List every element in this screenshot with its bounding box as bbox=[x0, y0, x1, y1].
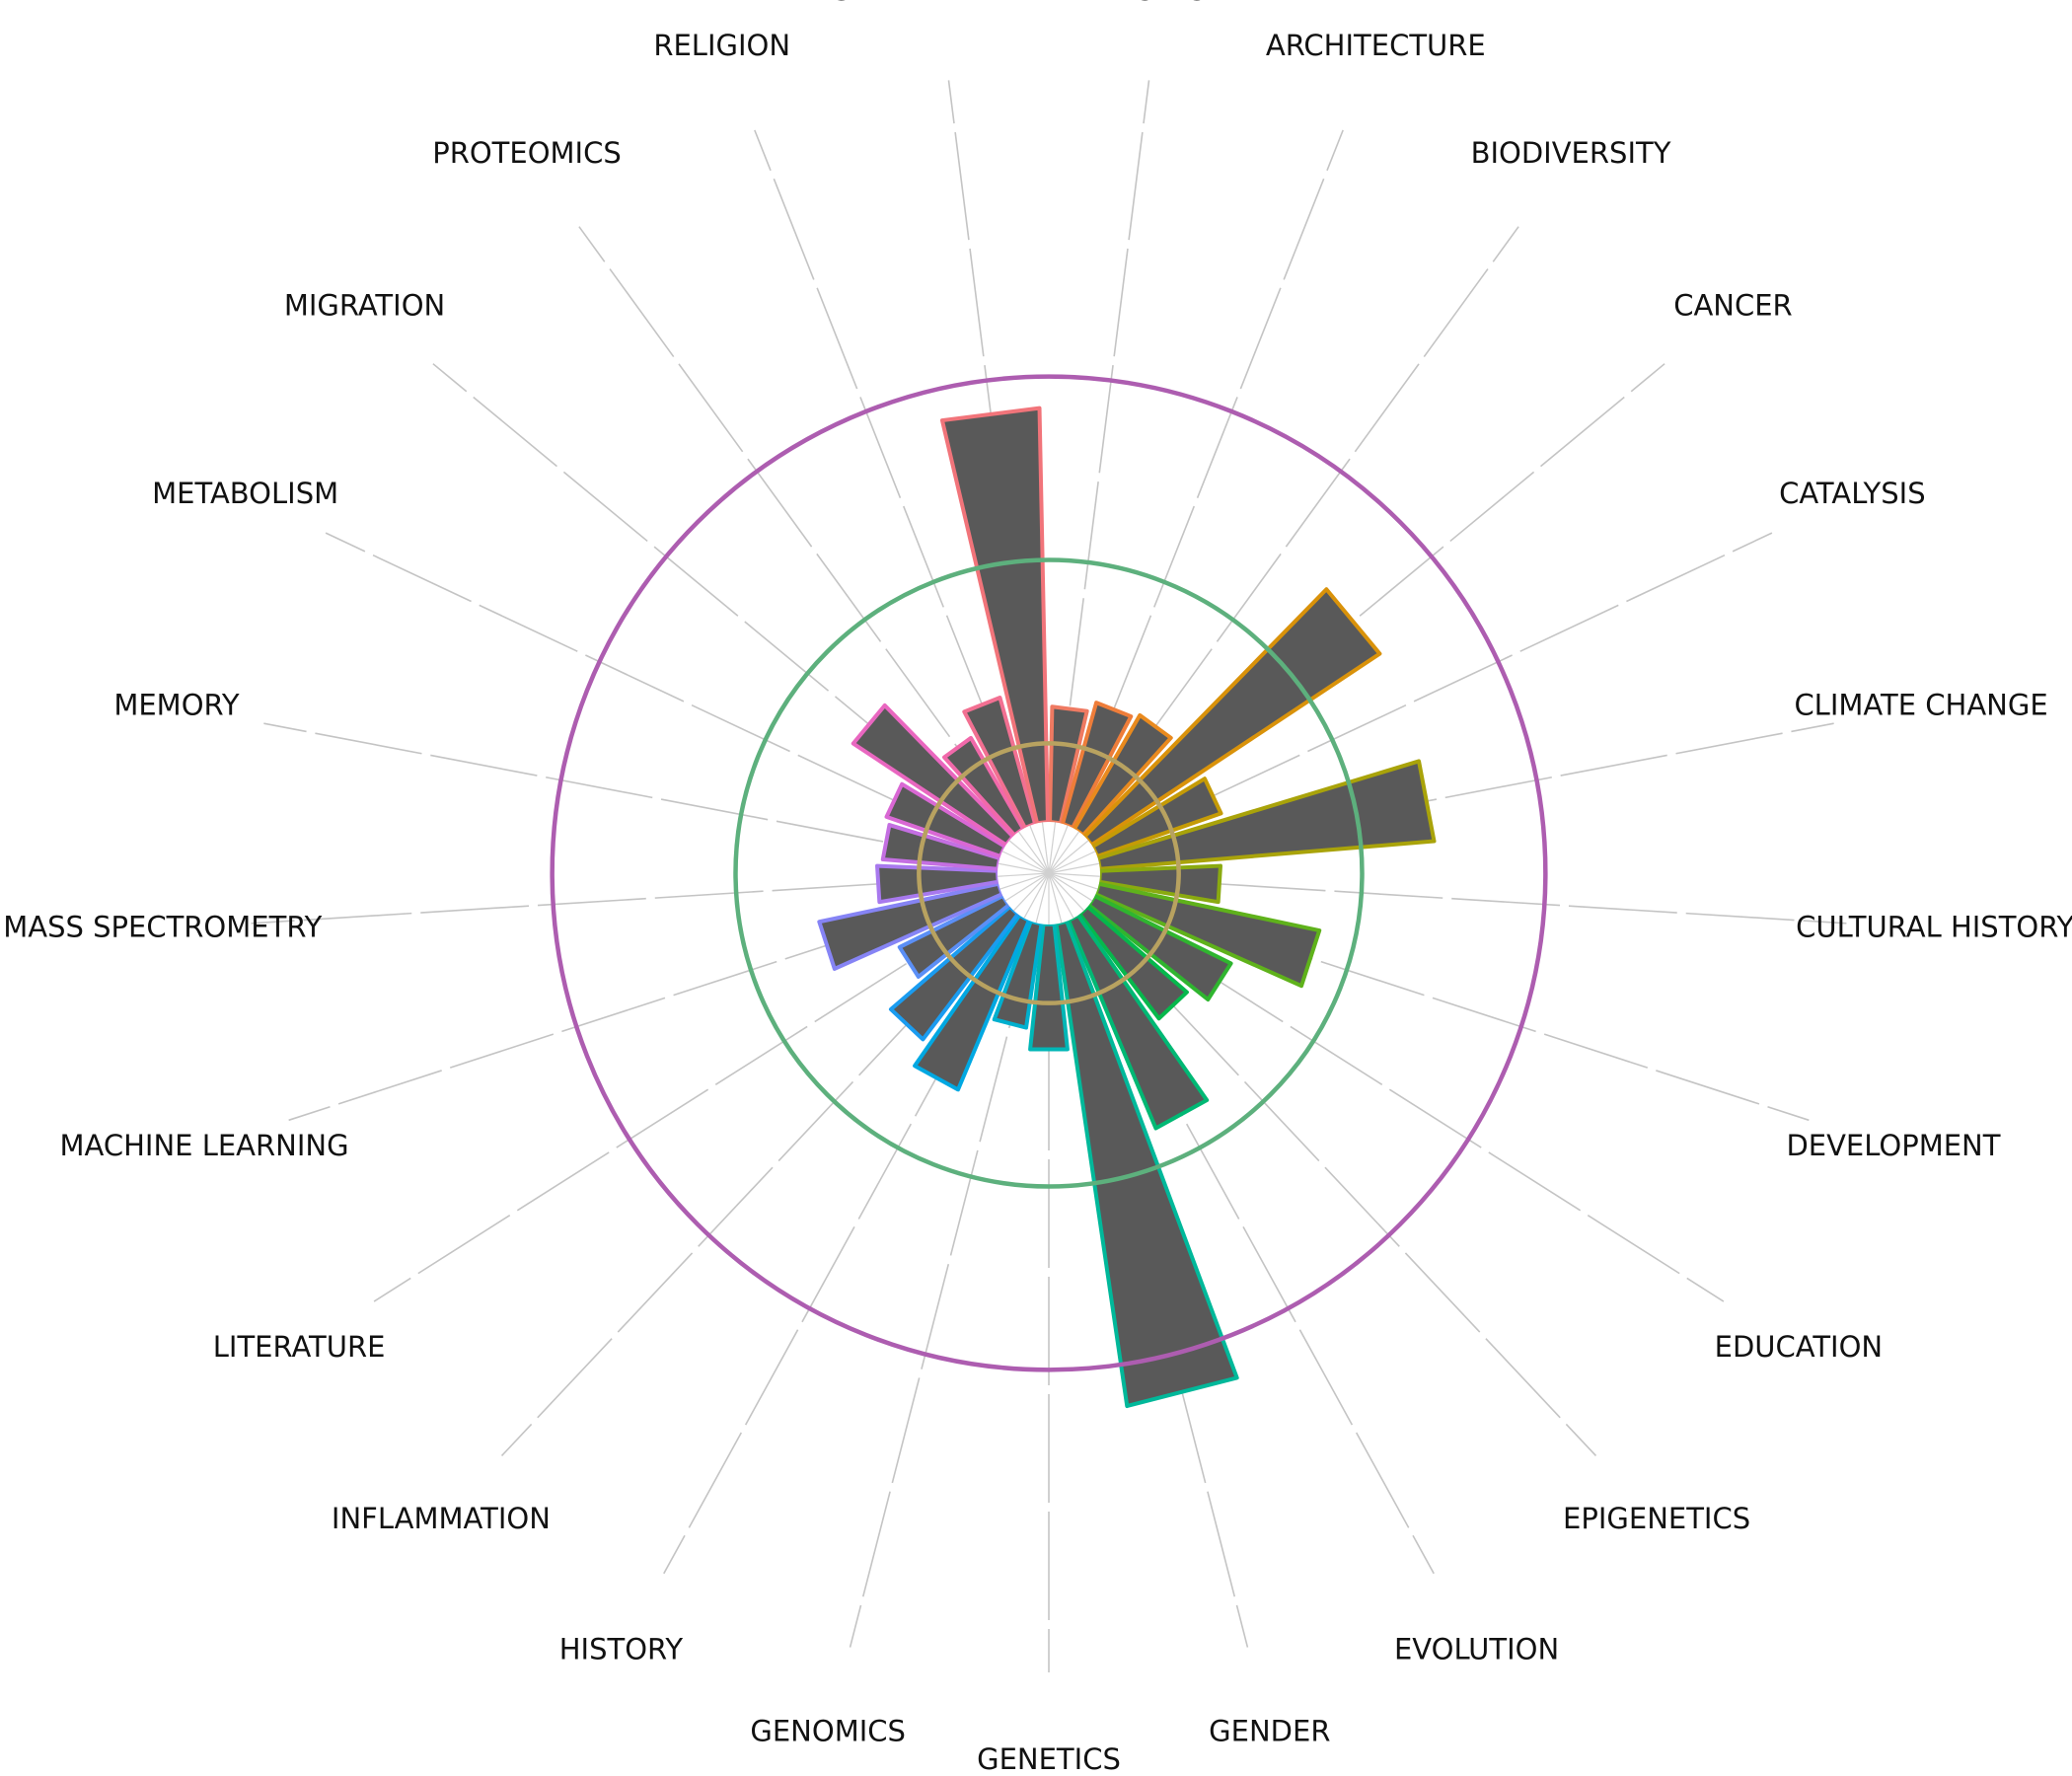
hub-spoke bbox=[998, 872, 1050, 877]
hub-spoke bbox=[1048, 822, 1057, 874]
hub-spoke bbox=[998, 862, 1050, 874]
spoke-line bbox=[325, 532, 1003, 852]
category-label: GENDER bbox=[1209, 1715, 1330, 1748]
category-label: CULTURAL HISTORY bbox=[1796, 911, 2072, 944]
category-label: METABOLISM bbox=[152, 477, 338, 510]
hub-spoke bbox=[1023, 872, 1050, 919]
spoke-line bbox=[849, 923, 1037, 1648]
category-label: LITERATURE bbox=[213, 1330, 386, 1364]
category-label: INFLAMMATION bbox=[332, 1502, 551, 1535]
category-label: GENETICS bbox=[977, 1742, 1121, 1776]
category-labels: AGING ARCHITECTURE BIODIVERSITY CANCER CATAL… bbox=[3, 0, 2072, 1776]
category-label: PROTEOMICS bbox=[432, 136, 622, 170]
category-label: CANCER bbox=[1673, 288, 1793, 322]
reference-circle bbox=[733, 557, 1365, 1189]
hub-spoke bbox=[1048, 872, 1093, 902]
hub-spoke bbox=[999, 872, 1050, 890]
hub-spoke bbox=[1048, 831, 1080, 874]
spoke-line bbox=[263, 722, 999, 865]
category-label: ARCHITECTURE bbox=[1266, 29, 1486, 62]
category-label: MEMORY bbox=[113, 688, 239, 721]
reference-circle bbox=[917, 741, 1181, 1005]
category-label: DEVELOPMENT bbox=[1786, 1129, 2000, 1162]
reference-circles bbox=[550, 374, 1548, 1372]
category-label: GENOMICS bbox=[750, 1715, 906, 1748]
hub-spoke bbox=[1017, 831, 1050, 874]
hub-spoke bbox=[1048, 872, 1074, 919]
category-label: MIGRATION bbox=[284, 288, 445, 322]
hub-spoke bbox=[1041, 822, 1050, 874]
category-label: MASS SPECTROMETRY bbox=[3, 911, 322, 944]
category-label: MACHINE LEARNING bbox=[60, 1129, 349, 1162]
hub-spoke bbox=[1048, 840, 1089, 874]
bars bbox=[817, 406, 1437, 1409]
hub-spoke bbox=[1008, 840, 1050, 874]
hub-spoke bbox=[1001, 851, 1050, 874]
hub-spoke bbox=[1048, 872, 1098, 890]
hub-spoke bbox=[1048, 872, 1100, 877]
hub-spoke bbox=[1035, 872, 1050, 924]
category-label: CLIMATE CHANGE bbox=[1794, 688, 2047, 721]
spoke-line bbox=[373, 900, 1006, 1302]
category-label: AGING bbox=[1114, 0, 1208, 7]
hub-spoke bbox=[1048, 825, 1069, 874]
spoke-line bbox=[578, 226, 1020, 833]
hub-spoke bbox=[1012, 872, 1050, 912]
spoke-line bbox=[251, 875, 999, 925]
inner-hub bbox=[998, 822, 1100, 925]
hub-spoke bbox=[1048, 872, 1063, 924]
category-label: HISTORY bbox=[559, 1633, 684, 1666]
category-label: CATALYSIS bbox=[1779, 477, 1926, 510]
reference-circle bbox=[550, 374, 1548, 1372]
category-label: SWITZERLAND bbox=[833, 0, 1042, 7]
hub-spoke bbox=[1048, 862, 1100, 874]
category-label: BIODIVERSITY bbox=[1471, 136, 1671, 170]
category-label: EPIGENETICS bbox=[1563, 1502, 1750, 1535]
category-label: EDUCATION bbox=[1715, 1330, 1884, 1364]
spoke-line bbox=[1099, 875, 1847, 925]
hub-spoke bbox=[1048, 851, 1096, 874]
category-label: EVOLUTION bbox=[1394, 1633, 1559, 1666]
hub-spoke bbox=[1004, 872, 1050, 902]
hub-spoke bbox=[1029, 825, 1050, 874]
hub-spoke bbox=[1048, 872, 1085, 912]
category-label: RELIGION bbox=[653, 29, 790, 62]
spoke-line bbox=[1054, 80, 1150, 823]
